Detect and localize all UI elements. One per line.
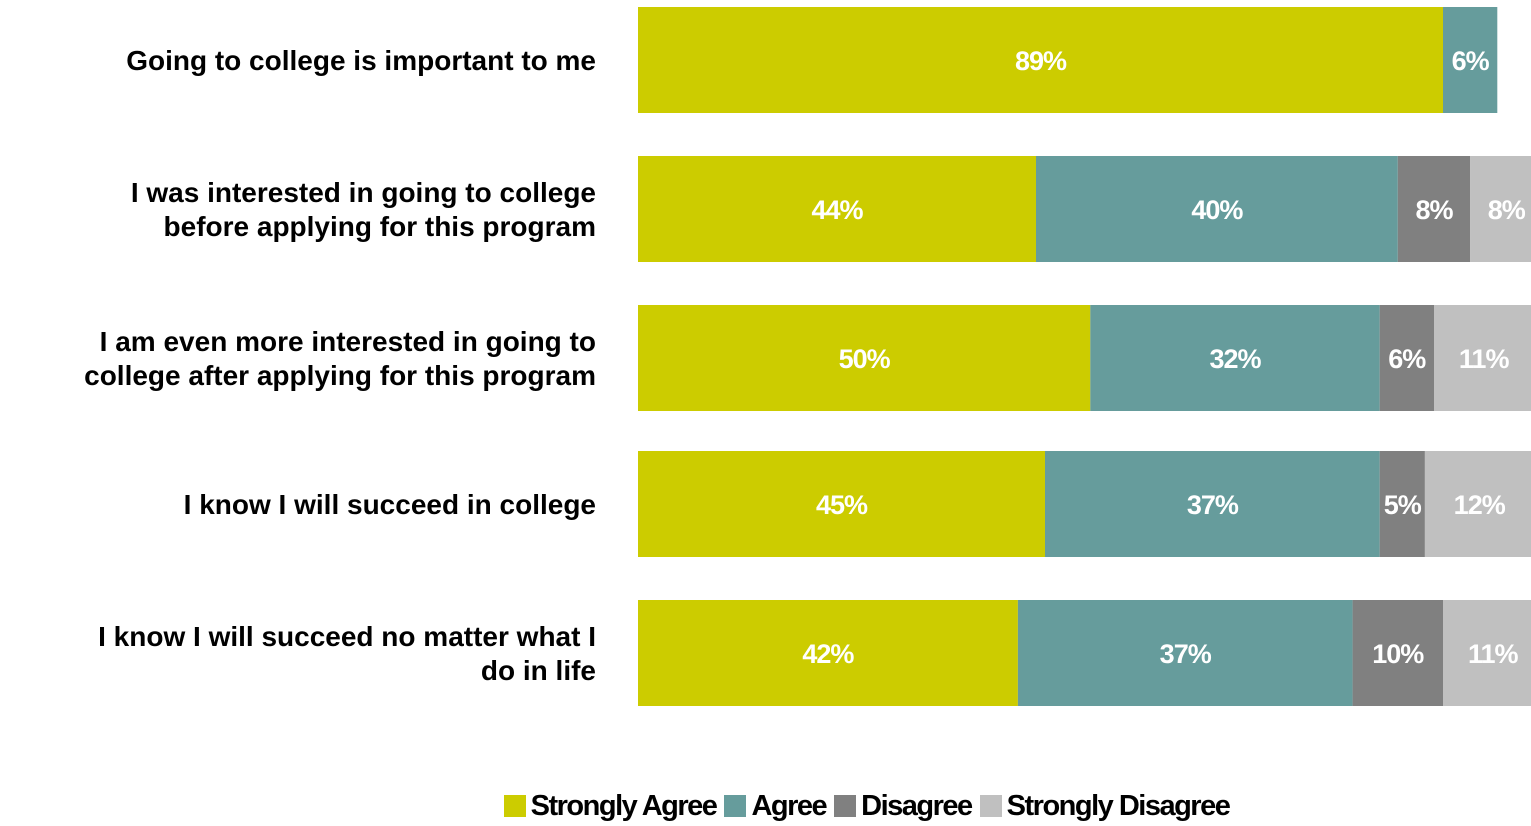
data-label: 11% (1459, 344, 1510, 374)
category-label-line: do in life (481, 655, 596, 686)
bar-segment (638, 156, 1036, 262)
bar-segment (1379, 305, 1434, 411)
category-label: I know I will succeed in college (184, 489, 596, 520)
legend-swatch (834, 795, 857, 817)
bar-segment (1434, 305, 1531, 411)
category-label-line: before applying for this program (164, 211, 596, 242)
category-label-line: I know I will succeed no matter what I (98, 621, 596, 652)
legend-swatch (724, 795, 747, 817)
data-label: 8% (1415, 195, 1453, 225)
bar-segment (1470, 156, 1531, 262)
legend-item: Strongly Agree (503, 789, 718, 823)
legend-label: Agree (751, 789, 827, 822)
bar-segment (638, 600, 1018, 706)
data-label: 11% (1468, 639, 1519, 669)
data-label: 44% (811, 195, 863, 225)
data-label: 5% (1384, 490, 1422, 520)
category-label: I was interested in going to college befo… (131, 177, 596, 242)
bar-segment (1397, 156, 1471, 262)
data-label: 10% (1372, 639, 1424, 669)
data-label: 37% (1187, 490, 1239, 520)
bar-segment (1443, 7, 1498, 113)
category-labels: Going to college is important to me I was… (84, 45, 596, 686)
category-label: I am even more interested in going to col… (84, 326, 596, 391)
bar-segment (638, 305, 1091, 411)
legend-item: Disagree (834, 789, 973, 823)
legend-item: Agree (724, 789, 828, 823)
data-label: 6% (1388, 344, 1426, 374)
data-label: 8% (1488, 195, 1526, 225)
data-label: 12% (1454, 490, 1506, 520)
legend-label: Strongly Agree (530, 789, 718, 822)
data-label: 89% (1015, 46, 1067, 76)
legend-label: Disagree (861, 789, 973, 822)
bar-segment (638, 451, 1045, 557)
bar-segment (1036, 156, 1398, 262)
bars (638, 7, 1531, 706)
data-label: 45% (816, 490, 868, 520)
bar-segment (1017, 600, 1353, 706)
bar-segment (1352, 600, 1444, 706)
data-label: 6% (1452, 46, 1490, 76)
stacked-bar-chart: Going to college is important to me I was… (84, 7, 1531, 706)
legend-label: Strongly Disagree (1006, 789, 1231, 822)
category-label-line: Going to college is important to me (126, 45, 596, 76)
category-label-line: I am even more interested in going to (100, 326, 596, 357)
data-label: 40% (1191, 195, 1243, 225)
data-label: 32% (1209, 344, 1261, 374)
legend-item: Strongly Disagree (979, 789, 1231, 823)
bar-segment (1443, 600, 1531, 706)
bar-segment (1424, 451, 1531, 557)
bar-segment (1090, 305, 1380, 411)
bar-segment (638, 7, 1443, 113)
legend: Strongly Agree Agree Disagree Strongly Disa… (0, 786, 1531, 826)
data-label: 50% (839, 344, 891, 374)
data-labels: 89% 6% 44% 40% 8% 8% 50% 32% 6% 11% 45% 37% 5% 12% 42%… (802, 46, 1526, 669)
bar-segment (1379, 451, 1425, 557)
category-label: Going to college is important to me (126, 45, 596, 76)
data-label: 42% (802, 639, 854, 669)
category-label-line: college after applying for this program (84, 360, 596, 391)
category-label-line: I know I will succeed in college (184, 489, 596, 520)
bar-segment (1045, 451, 1380, 557)
data-label: 37% (1160, 639, 1212, 669)
category-label-line: I was interested in going to college (131, 177, 596, 208)
legend-swatch (979, 795, 1002, 817)
legend-swatch (503, 795, 526, 817)
